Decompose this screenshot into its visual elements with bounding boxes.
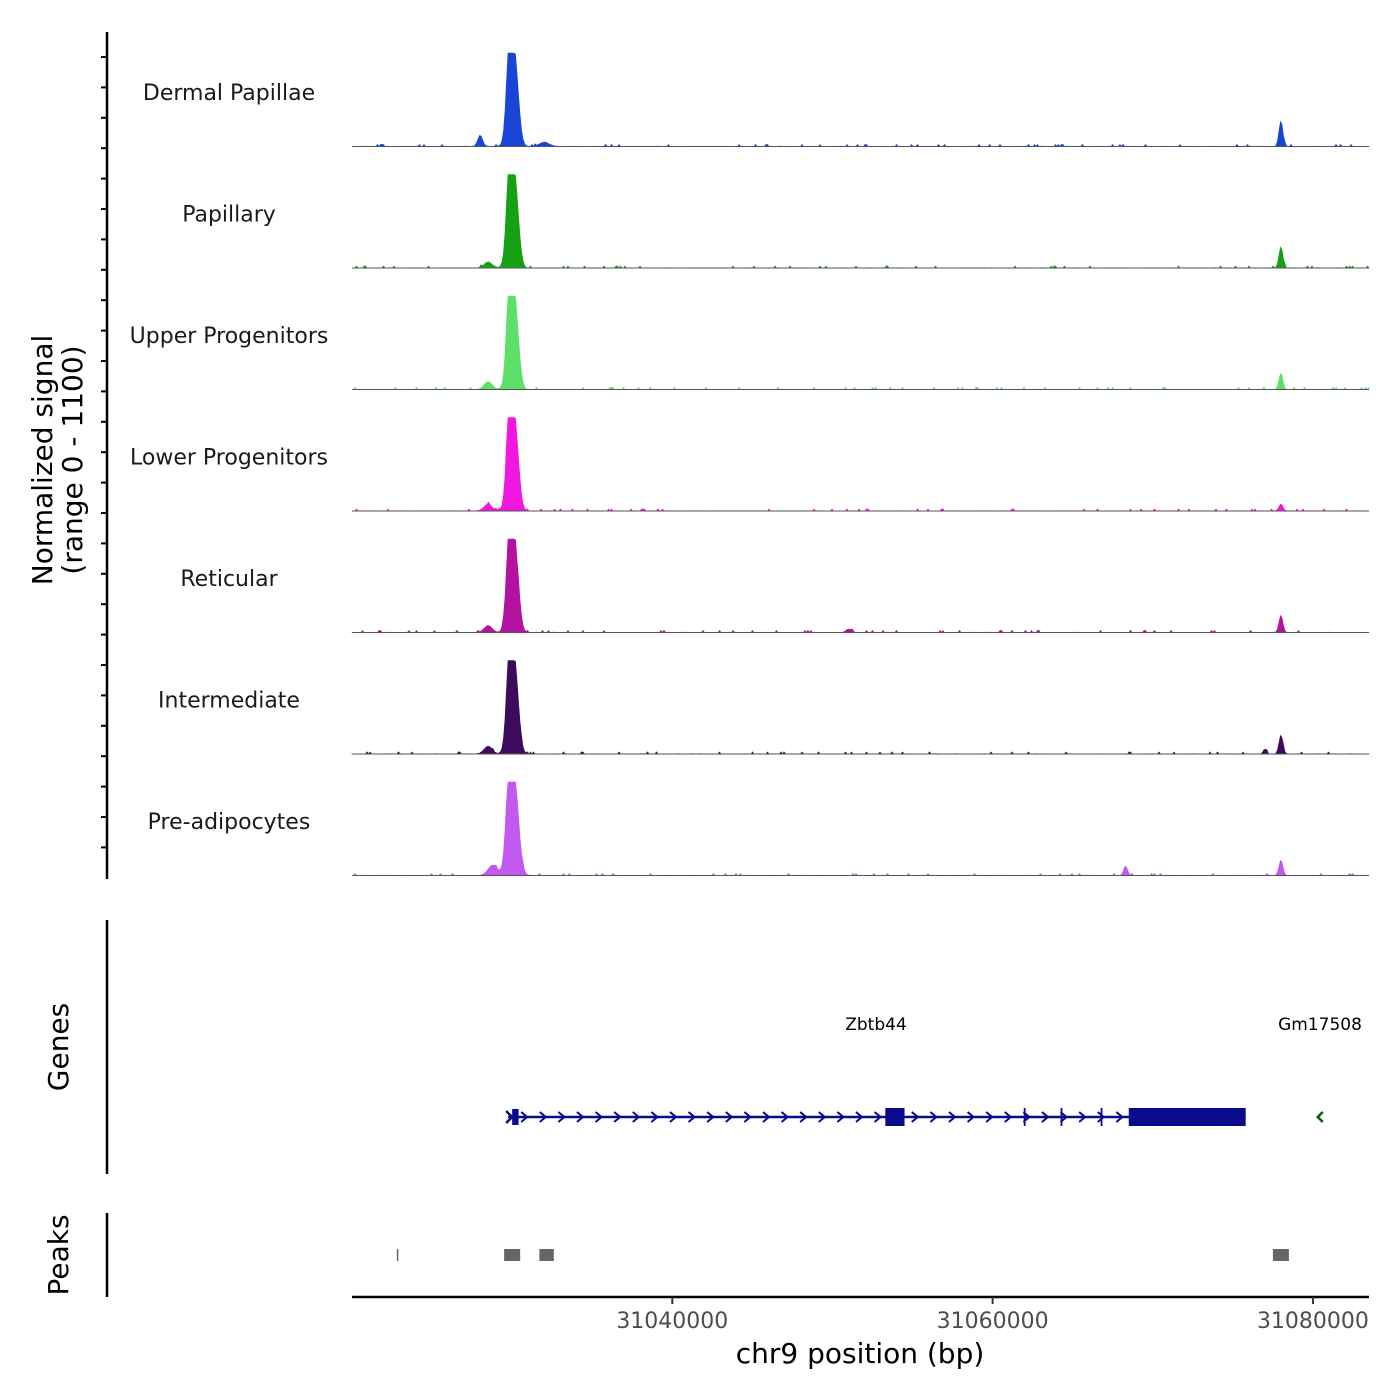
track-label: Lower Progenitors: [130, 446, 328, 471]
x-tick-label: 31040000: [616, 1309, 728, 1334]
peaks-axis-title: Peaks: [42, 1214, 75, 1295]
track-dermal-papillae: Dermal Papillae: [143, 52, 1370, 147]
strand-arrow: [948, 1111, 957, 1123]
strand-arrow: [985, 1111, 994, 1123]
strand-arrow: [1115, 1111, 1124, 1123]
strand-arrow: [818, 1111, 827, 1123]
strand-arrow: [780, 1111, 790, 1123]
peak-region: [539, 1249, 554, 1261]
strand-arrow: [613, 1111, 622, 1123]
genes-axis-title: Genes: [42, 1003, 75, 1091]
coverage-signal: [351, 538, 1370, 633]
coverage-signal: [351, 660, 1370, 755]
strand-arrow: [966, 1111, 976, 1123]
strand-arrow: [706, 1111, 715, 1123]
strand-arrow: [1041, 1111, 1050, 1123]
track-label: Dermal Papillae: [143, 81, 315, 106]
coverage-tracks: Dermal Papillae Papillary Upper Progenitor…: [101, 32, 1370, 879]
gene-exon: [1128, 1108, 1246, 1126]
strand-arrow: [1078, 1111, 1087, 1123]
track-upper-progenitors: Upper Progenitors: [130, 295, 1370, 390]
gene-zbtb44: Zbtb44: [505, 1015, 1246, 1126]
strand-arrow: [520, 1111, 529, 1123]
track-label: Pre-adipocytes: [148, 810, 311, 835]
strand-arrow: [669, 1111, 678, 1123]
strand-arrow: [1004, 1111, 1013, 1123]
genes-panel: Genes Zbtb44 Gm17508: [42, 920, 1362, 1174]
track-label: Papillary: [182, 203, 276, 228]
strand-arrow: [539, 1111, 548, 1123]
coverage-signal: [351, 174, 1370, 269]
x-axis-title: chr9 position (bp): [736, 1337, 985, 1370]
strand-arrow: [929, 1111, 938, 1123]
track-pre-adipocytes: Pre-adipocytes: [148, 781, 1370, 876]
track-papillary: Papillary: [182, 174, 1370, 269]
track-intermediate: Intermediate: [158, 660, 1370, 755]
peak-region: [504, 1249, 521, 1261]
track-lower-progenitors: Lower Progenitors: [130, 417, 1370, 512]
y-axis-range-note: (range 0 - 1100): [56, 345, 89, 574]
coverage-signal: [351, 295, 1370, 390]
x-axis: 31040000 31060000 31080000 chr9 position (…: [352, 1295, 1369, 1370]
track-label: Reticular: [180, 567, 278, 592]
track-reticular: Reticular: [180, 538, 1370, 633]
peaks-panel: Peaks: [42, 1213, 1289, 1297]
strand-arrow: [576, 1111, 585, 1123]
strand-arrow: [1059, 1111, 1069, 1123]
peak-region: [396, 1249, 399, 1261]
coverage-signal: [351, 781, 1370, 876]
coverage-signal: [351, 417, 1370, 512]
strand-arrow: [836, 1111, 845, 1123]
strand-arrow: [743, 1111, 752, 1123]
x-tick-label: 31060000: [937, 1309, 1049, 1334]
gene-gm17508: Gm17508: [1278, 1015, 1362, 1123]
gene-label: Gm17508: [1278, 1015, 1362, 1035]
gene-label: Zbtb44: [845, 1015, 907, 1035]
x-tick-label: 31080000: [1257, 1309, 1369, 1334]
strand-arrow: [650, 1111, 659, 1123]
track-label: Upper Progenitors: [130, 324, 329, 349]
strand-arrow: [911, 1111, 920, 1123]
track-label: Intermediate: [158, 689, 300, 714]
strand-arrow: [799, 1111, 808, 1123]
strand-arrow: [632, 1111, 641, 1123]
strand-arrow: [873, 1111, 883, 1123]
gene-exon: [512, 1109, 519, 1125]
strand-arrow: [594, 1111, 604, 1123]
peak-region: [1272, 1249, 1289, 1261]
strand-arrow: [725, 1111, 734, 1123]
strand-arrow: [1315, 1111, 1324, 1123]
strand-arrow: [1097, 1111, 1106, 1123]
gene-exon: [885, 1108, 905, 1126]
strand-arrow: [855, 1111, 864, 1123]
strand-arrow: [762, 1111, 771, 1123]
strand-arrow: [687, 1111, 697, 1123]
coverage-signal: [351, 52, 1370, 147]
gene-start-marker: [505, 1110, 514, 1124]
strand-arrow: [557, 1111, 566, 1123]
y-axis-title: Normalized signal: [26, 335, 59, 586]
